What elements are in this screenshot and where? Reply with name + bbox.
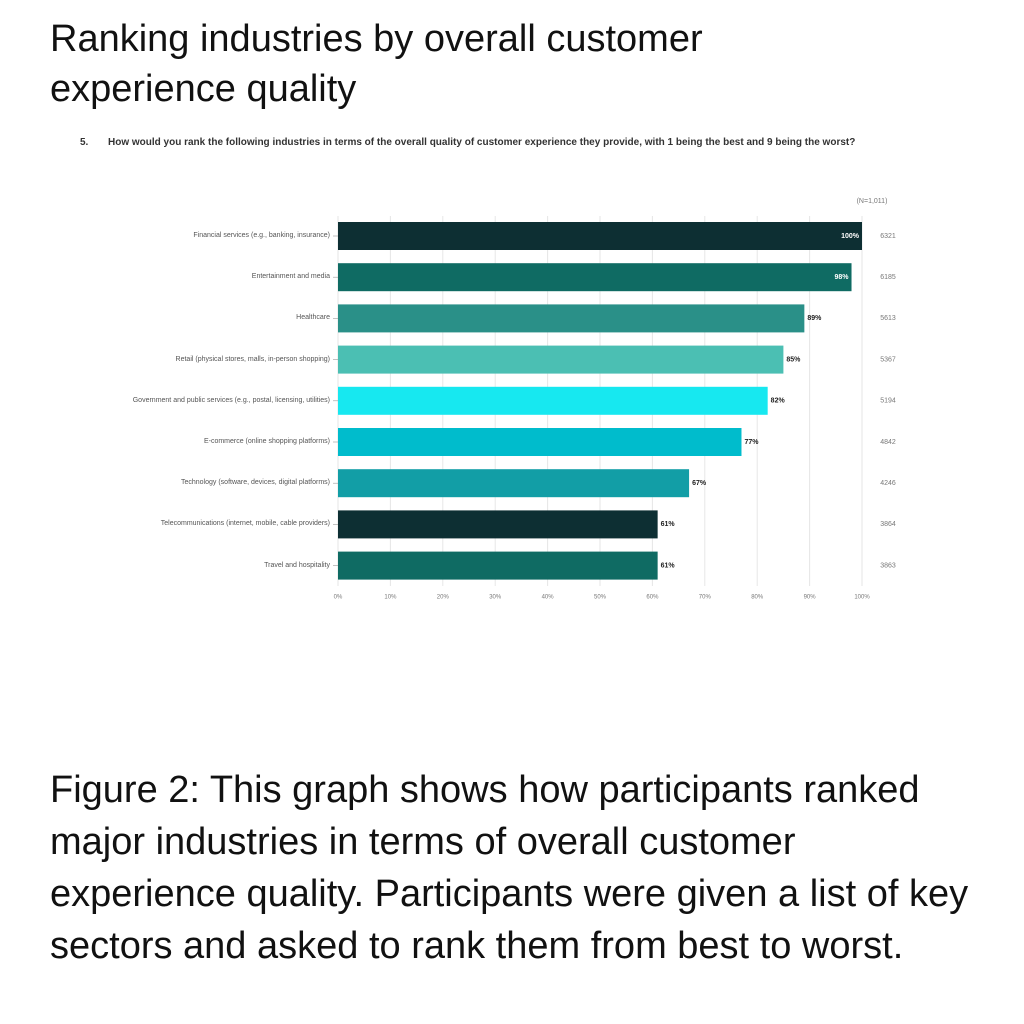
x-tick-label: 0% [334,595,343,601]
bar [338,469,690,498]
question: How would you rank the following industr… [108,137,856,148]
bar [338,510,658,539]
category-label: Technology (software, devices, digital p… [180,479,330,487]
bar [338,304,805,333]
bar [338,263,852,292]
category-label: Government and public services (e.g., po… [132,396,330,404]
x-tick-label: 70% [699,595,712,601]
bar [338,428,742,456]
count-label: 3864 [880,521,896,528]
x-tick-label: 100% [854,595,870,601]
category-label: Entertainment and media [251,273,330,281]
count-label: 4246 [880,480,896,487]
category-label: Travel and hospitality [264,561,330,569]
x-tick-label: 60% [646,595,659,601]
value-label: 98% [835,274,850,281]
x-tick-label: 40% [542,595,555,601]
heading: Ranking industries by overall customer e… [50,18,703,110]
count-label: 5367 [880,356,896,363]
x-tick-label: 30% [489,595,502,601]
category-label: Telecommunications (internet, mobile, ca… [160,520,330,528]
x-tick-label: 50% [594,595,607,601]
x-tick-label: 10% [384,595,397,601]
x-tick-label: 90% [804,595,817,601]
count-label: 6321 [880,233,896,240]
value-label: 77% [744,439,759,446]
count-label: 5194 [880,398,896,405]
value-label: 67% [692,480,707,487]
x-tick-label: 80% [751,595,764,601]
bar [338,551,658,580]
question-number: 5. [80,137,89,148]
caption: Figure 2: This graph shows how participa… [50,769,969,967]
category-label: Financial services (e.g., banking, insur… [193,232,330,239]
value-label: 85% [786,356,801,363]
value-label: 82% [771,398,786,405]
category-label: E-commerce (online shopping platforms) [203,438,330,445]
value-label: 61% [661,562,676,569]
annotation: (N=1,011) [857,198,888,205]
bar [338,345,784,374]
count-label: 5613 [880,315,896,322]
x-tick-label: 20% [437,595,450,601]
count-label: 3863 [880,562,896,569]
bar [338,386,768,415]
value-label: 89% [807,315,822,322]
category-label: Healthcare [296,314,330,322]
count-label: 6185 [880,274,896,281]
value-label: 100% [841,233,860,240]
count-label: 4842 [880,439,896,446]
bar [338,222,862,250]
plot: (N=1,011) 0% 10% 20% 30% 40% 50% 60% 70% 80% 90% 1… [333,198,896,601]
value-label: 61% [661,521,676,528]
category-label: Retail (physical stores, malls, in-perso… [175,355,330,363]
chart: 5. How would you rank the following indu… [80,137,896,601]
